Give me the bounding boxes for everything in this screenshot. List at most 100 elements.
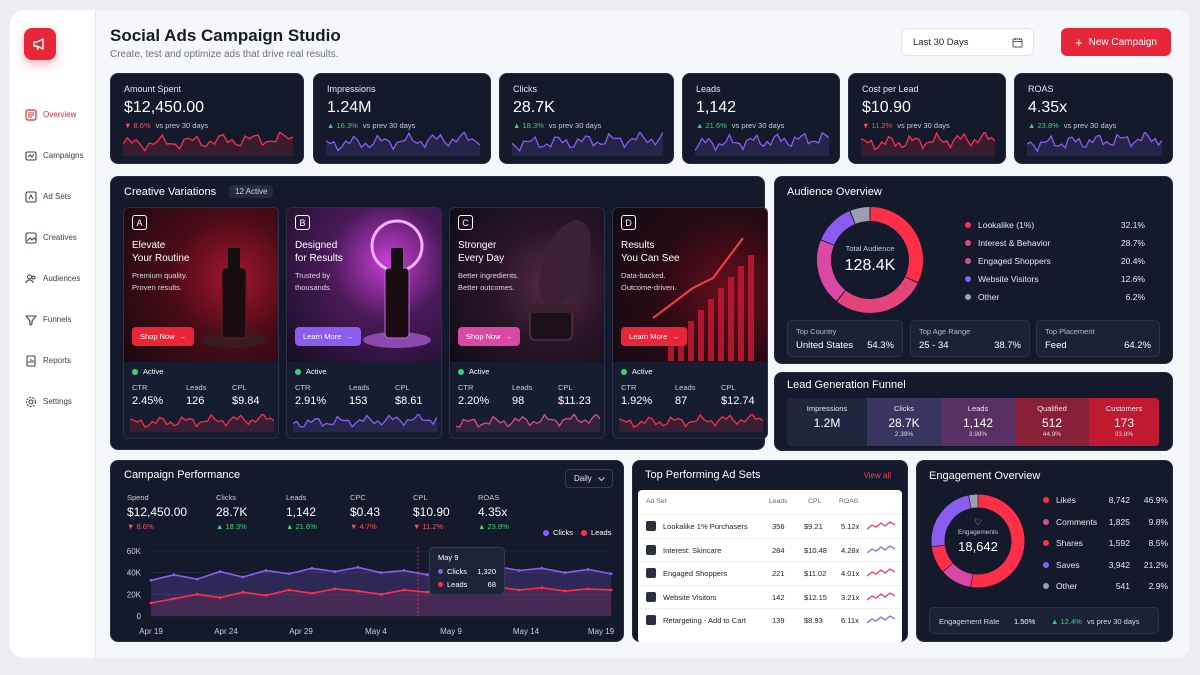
campaign-performance-panel: Campaign Performance Daily Clicks Leads … <box>110 460 624 642</box>
kpi-delta-value: 11.2% <box>871 121 893 130</box>
growth-bar <box>718 288 724 361</box>
product-pedestal <box>363 332 431 348</box>
legend-label: Comments <box>1056 516 1098 527</box>
series-point <box>563 589 567 593</box>
kpi-card[interactable]: ROAS 4.35x ▲ 23.8% vs prev 30 days <box>1014 73 1173 164</box>
new-campaign-label: New Campaign <box>1088 36 1157 48</box>
funnel-step[interactable]: Customers 173 33.8% <box>1089 398 1159 446</box>
x-tick-label: Apr 29 <box>289 627 313 636</box>
performance-metric: Spend $12,450.00 ▼ 8.6% <box>127 493 187 531</box>
arrow-up-icon: ▲ <box>286 522 296 531</box>
kpi-card[interactable]: Impressions 1.24M ▲ 16.3% vs prev 30 days <box>313 73 491 164</box>
kpi-sparkline-chart <box>861 132 995 156</box>
creative-cta-button[interactable]: Shop Now → <box>132 327 195 346</box>
kpi-card[interactable]: Cost per Lead $10.90 ▼ 11.2% vs prev 30 day… <box>848 73 1006 164</box>
ctr-value: 2.91% <box>295 395 327 407</box>
metric-delta-value: 18.3% <box>225 522 247 531</box>
cpl-value: $8.61 <box>395 395 423 407</box>
sidebar-item-creatives[interactable]: Creatives <box>10 217 96 258</box>
series-point <box>264 569 268 572</box>
funnel-step[interactable]: Leads 1,142 3.98% <box>941 398 1015 446</box>
table-row[interactable]: Lookalike 1% Purchasers 356 $9.21 5.12x <box>638 514 902 537</box>
table-row[interactable]: Website Visitors 142 $12.15 3.21x <box>638 584 902 608</box>
arrow-right-icon: → <box>345 332 353 341</box>
ad-thumbnail-icon <box>646 544 656 555</box>
ad-set-roas: 5.12x <box>841 522 860 531</box>
sidebar-item-audiences[interactable]: Audiences <box>10 258 96 299</box>
legend-label: Other <box>1056 581 1078 591</box>
series-point <box>517 569 521 572</box>
series-point <box>264 594 268 597</box>
metric-delta: ▲ 18.3% <box>216 522 247 531</box>
top-country-card: Top Country United States 54.3% <box>787 320 903 357</box>
series-point <box>287 572 291 576</box>
series-point <box>609 572 613 576</box>
legend-swatch <box>965 276 971 282</box>
status-label: Active <box>469 367 490 376</box>
headline-line: Stronger <box>458 240 497 251</box>
legend-swatch <box>1043 540 1049 546</box>
creative-variations-panel: Creative Variations 12 Active A Elevate Yo… <box>110 176 768 450</box>
creative-card[interactable]: D Results You Can See Data-backed. Outcome-d… <box>612 207 768 439</box>
creative-cta-button[interactable]: Learn More → <box>621 327 687 346</box>
sidebar-item-campaigns[interactable]: Campaigns <box>10 135 96 176</box>
status-dot-icon <box>458 368 464 375</box>
sidebar-item-reports[interactable]: Reports <box>10 340 96 381</box>
creatives-icon <box>25 231 37 244</box>
granularity-select[interactable]: Daily <box>565 469 613 488</box>
creative-cta-button[interactable]: Learn More → <box>295 327 361 346</box>
engagement-rate-delta-value: 12.4% <box>1060 617 1082 626</box>
engagement-pct: 21.2% <box>1143 559 1168 570</box>
table-row[interactable]: Engaged Shoppers 221 $11.02 4.01x <box>638 561 902 584</box>
top-placement-pct: 64.2% <box>1124 340 1151 351</box>
status-dot-icon <box>621 368 627 375</box>
funnel-step-value: 512 <box>1041 416 1063 430</box>
y-tick-label: 60K <box>127 547 142 556</box>
ad-set-name: Engaged Shoppers <box>663 569 728 578</box>
date-range-picker[interactable]: Last 30 Days <box>901 28 1034 56</box>
sidebar-item-settings[interactable]: Settings <box>10 381 96 422</box>
creative-card[interactable]: C Stronger Every Day Better ingredients. Bet… <box>449 207 605 439</box>
view-all-link[interactable]: View all <box>863 471 891 480</box>
arrow-right-icon: → <box>178 332 187 341</box>
sidebar-item-funnels[interactable]: Funnels <box>10 299 96 340</box>
funnel-step[interactable]: Qualified 512 44.9% <box>1015 398 1089 446</box>
sparkline <box>861 132 995 151</box>
table-row[interactable]: Interest: Skincare 284 $10.48 4.28x <box>638 537 902 561</box>
bottle-shape <box>221 267 247 339</box>
sidebar-item-label: Audiences <box>43 274 81 283</box>
subtext-line: Outcome-driven. <box>621 283 677 292</box>
kpi-card[interactable]: Amount Spent $12,450.00 ▼ 8.6% vs prev 30 d… <box>110 73 304 164</box>
funnel-step[interactable]: Clicks 28.7K 2.39% <box>867 398 941 446</box>
kpi-card[interactable]: Leads 1,142 ▲ 21.6% vs prev 30 days <box>682 73 840 164</box>
funnel-step[interactable]: Impressions 1.2M <box>787 398 867 446</box>
legend-swatch <box>965 258 971 264</box>
megaphone-logo-icon[interactable] <box>24 28 56 60</box>
kpi-card[interactable]: Clicks 28.7K ▲ 18.3% vs prev 30 days <box>499 73 674 164</box>
series-point <box>287 588 291 592</box>
kpi-sparkline-chart <box>1027 132 1162 156</box>
tooltip-leads-value: 68 <box>487 580 496 589</box>
y-tick-label: 0 <box>137 612 142 621</box>
funnel-icon <box>25 314 37 326</box>
creative-sparkline-chart <box>456 414 600 432</box>
y-tick-label: 40K <box>127 569 142 578</box>
metric-value: 28.7K <box>216 505 248 519</box>
subtext-line: Trusted by <box>295 271 331 280</box>
sparkline <box>123 132 293 152</box>
creative-cta-button[interactable]: Shop Now → <box>458 327 521 346</box>
metric-delta: ▼ 11.2% <box>413 522 450 531</box>
table-row[interactable]: Retargeting - Add to Cart 139 $8.93 6.11x <box>638 608 902 631</box>
leaf-shape <box>539 220 591 306</box>
creative-card[interactable]: A Elevate Your Routine Premium quality. Prov… <box>123 207 279 439</box>
ctr-value: 1.92% <box>621 395 653 407</box>
creative-card[interactable]: B Designed for Results Trusted by thousands.… <box>286 207 442 439</box>
product-illustration <box>200 248 268 348</box>
leads-value: 153 <box>349 395 368 407</box>
sidebar-item-overview[interactable]: Overview <box>10 94 96 135</box>
audience-legend-item: Website Visitors <box>965 274 1039 284</box>
sidebar-item-ad-sets[interactable]: Ad Sets <box>10 176 96 217</box>
new-campaign-button[interactable]: + New Campaign <box>1061 28 1171 56</box>
legend-label: Lookalike (1%) <box>978 220 1035 230</box>
x-tick-label: May 14 <box>513 627 540 636</box>
